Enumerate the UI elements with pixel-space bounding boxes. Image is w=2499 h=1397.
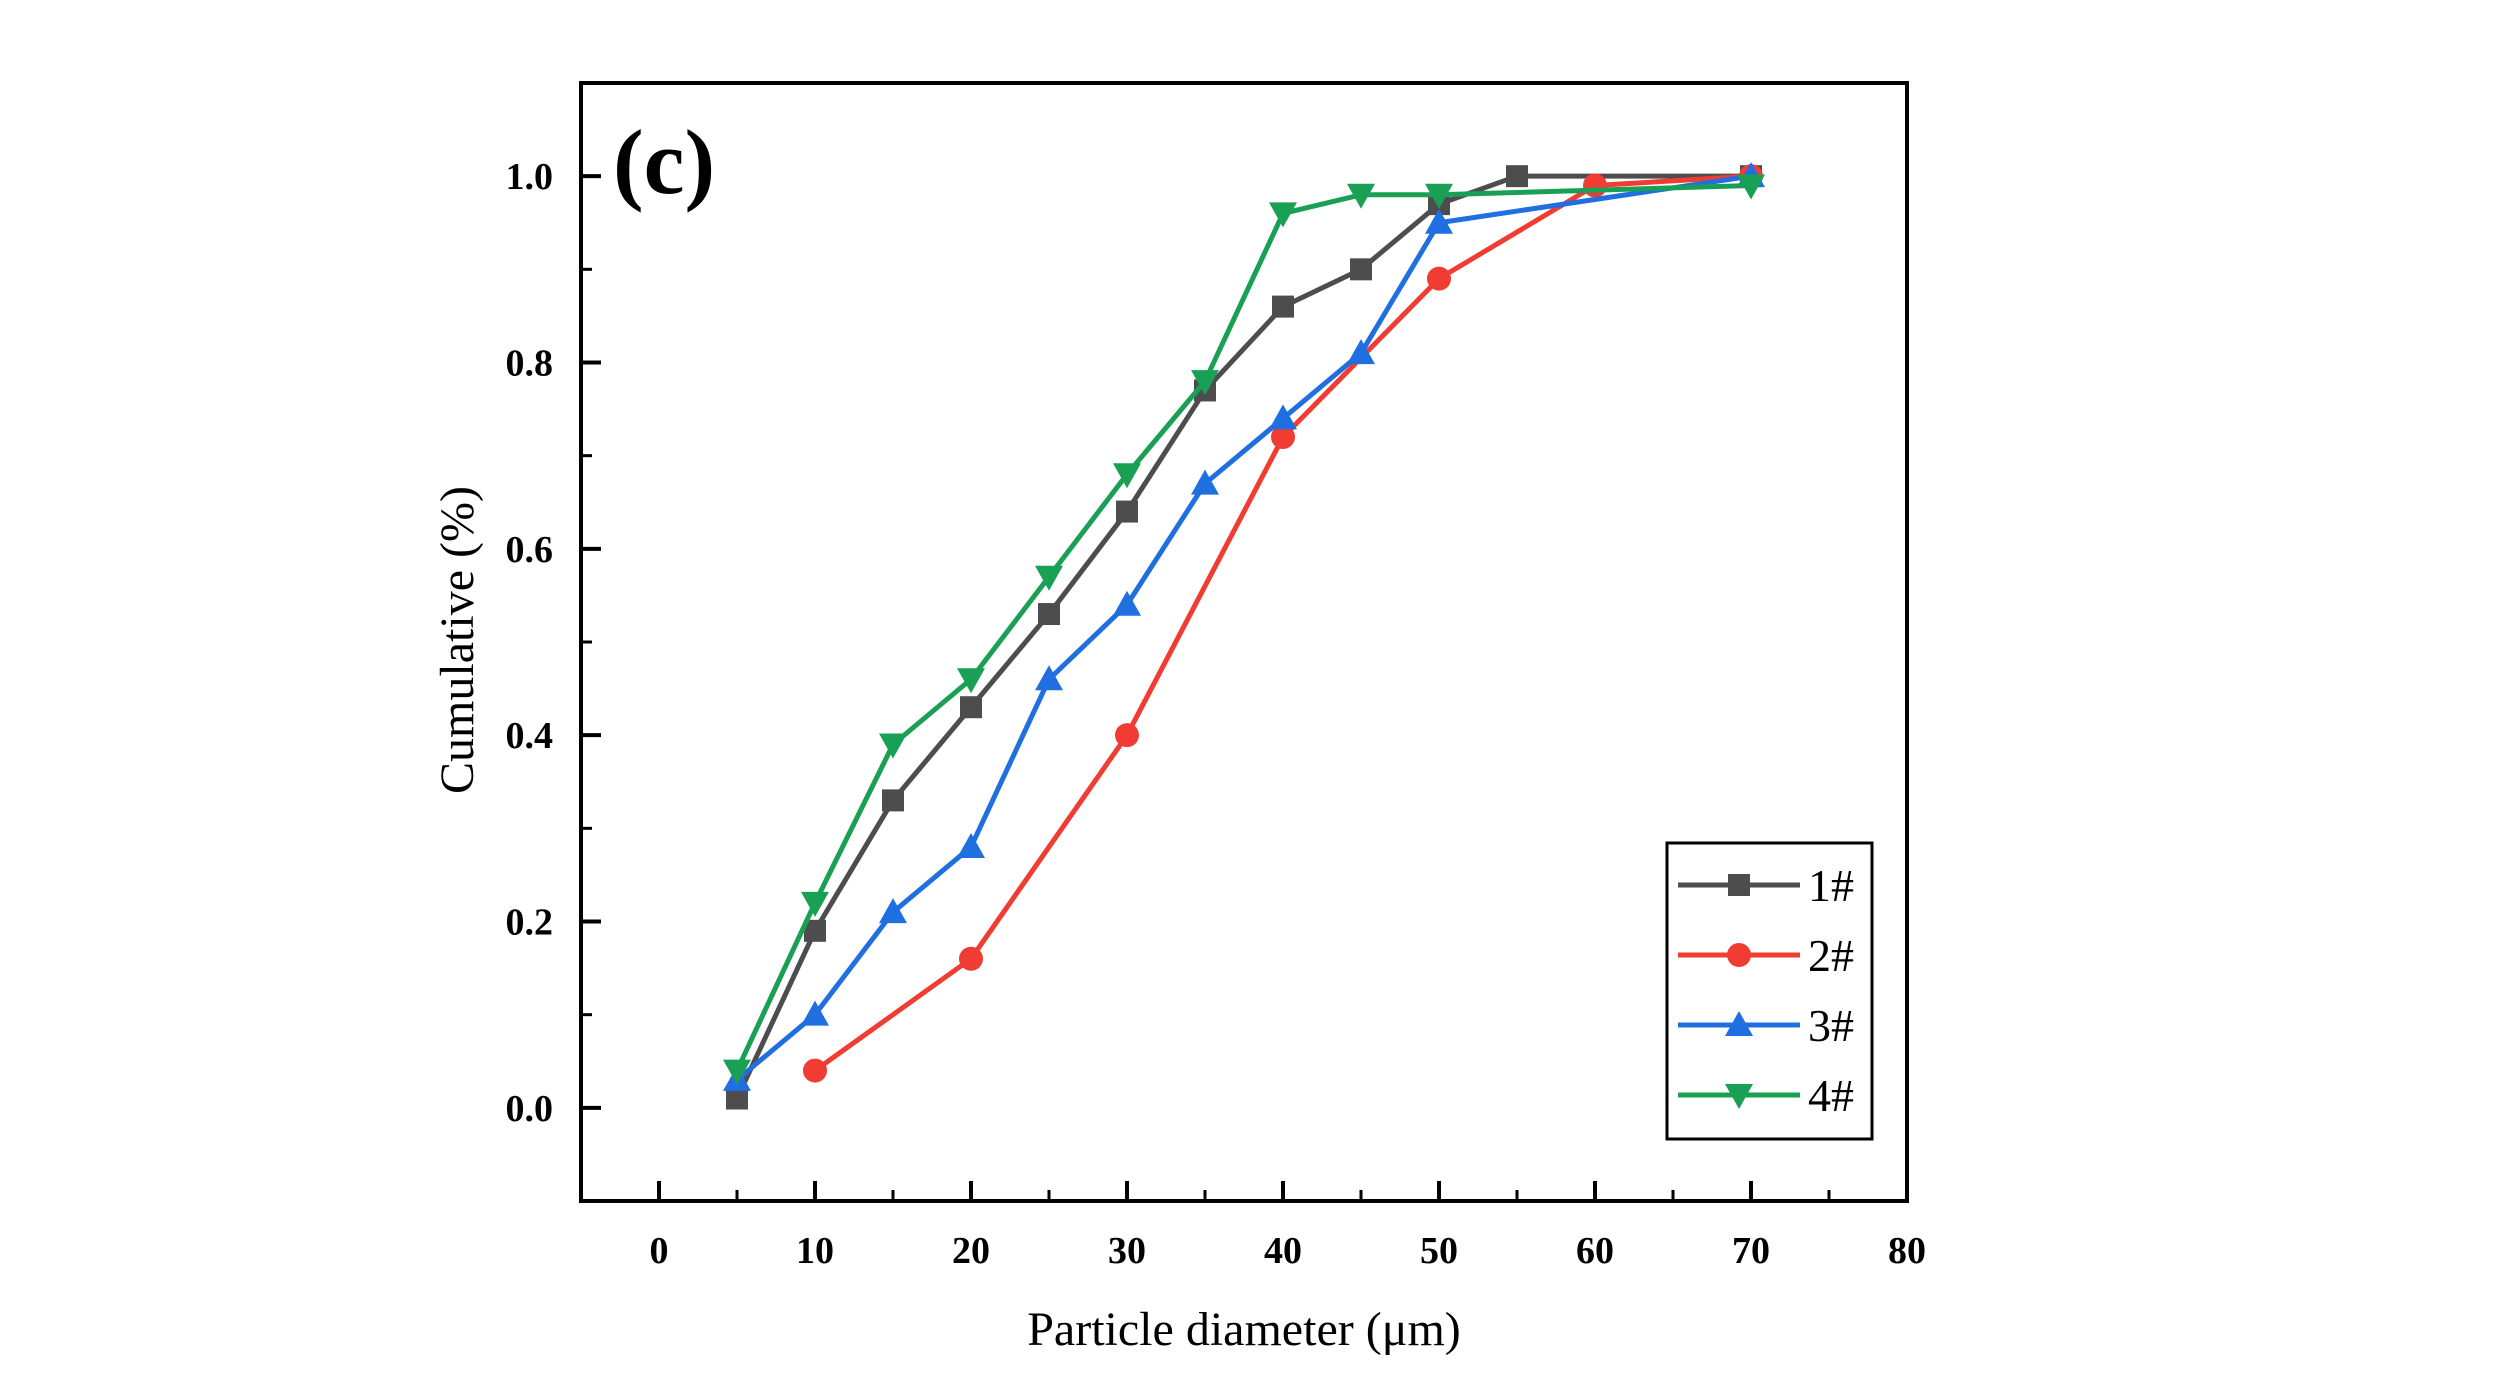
series-2# [803,164,1763,1083]
series-layer [723,162,1765,1110]
data-point [1269,202,1297,228]
data-point [1116,500,1138,523]
x-tick-label: 80 [1888,1230,1926,1272]
data-point [1269,404,1297,430]
data-point [1271,425,1295,450]
data-point [1425,183,1453,209]
x-tick-label: 50 [1420,1230,1458,1272]
data-point [957,832,985,858]
series-line-1# [734,173,1751,1100]
data-point [804,919,826,942]
x-tick-label: 10 [796,1230,834,1272]
x-tick-label: 0 [650,1230,669,1272]
data-point [1737,174,1765,200]
legend-entries: 1# 2# 3# 4# [1678,860,1854,1121]
data-point [803,1058,827,1083]
legend-label: 1# [1808,860,1854,911]
y-tick-labels: 0.0 0.2 0.4 0.6 0.8 1.0 [506,156,554,1130]
data-point [1272,295,1294,318]
plot-frame [579,81,1909,1203]
y-tick-label: 0.0 [506,1088,554,1130]
data-point [1038,603,1060,626]
y-tick-label: 1.0 [506,156,554,198]
legend-marker [1725,1084,1753,1109]
data-point [960,696,982,719]
data-point [801,891,829,917]
data-point [726,1087,748,1110]
data-point [723,1059,751,1085]
legend-marker [1725,1011,1753,1036]
data-point [1191,370,1219,396]
data-point [1035,565,1063,591]
legend-item: 2# [1678,930,1854,981]
data-point [1191,469,1219,495]
data-point [879,733,907,759]
panel-label: (c) [613,111,715,213]
data-point [1506,165,1528,188]
legend-item: 4# [1678,1070,1854,1121]
data-point [1347,339,1375,365]
x-tick-labels: 0 10 20 30 40 50 60 70 80 [650,1230,1927,1272]
legend-label: 3# [1808,1000,1854,1051]
legend-label: 2# [1808,930,1854,981]
y-tick-label: 0.4 [506,715,554,757]
x-tick-label: 30 [1108,1230,1146,1272]
data-point [1113,590,1141,616]
data-point [1583,173,1607,198]
legend-item: 1# [1678,860,1854,911]
legend-box [1665,841,1874,1141]
data-point [1035,665,1063,691]
legend-marker [1727,943,1751,967]
data-point [879,898,907,924]
data-point [1427,266,1451,291]
data-point [1425,208,1453,234]
x-tick-label: 20 [952,1230,990,1272]
legend-item: 3# [1678,1000,1854,1051]
data-point [1113,463,1141,489]
legend-marker [1728,874,1750,896]
y-axis-title: Cumulative (%) [431,486,484,794]
x-tick-label: 60 [1576,1230,1614,1272]
x-tick-label: 40 [1264,1230,1302,1272]
data-point [957,668,985,694]
legend-label: 4# [1808,1070,1854,1121]
data-point [1350,258,1372,281]
data-point [959,946,983,971]
data-point [882,789,904,812]
series-4# [723,174,1765,1085]
x-tick-label: 70 [1732,1230,1770,1272]
data-point [801,1000,829,1026]
y-tick-label: 0.6 [506,529,554,571]
y-tick-label: 0.2 [506,902,554,944]
legend: 1# 2# 3# 4# [1665,841,1874,1141]
y-tick-label: 0.8 [506,343,554,385]
data-point [1115,723,1139,748]
x-axis-title: Particle diameter (μm) [1027,1303,1461,1356]
data-point [1347,183,1375,209]
